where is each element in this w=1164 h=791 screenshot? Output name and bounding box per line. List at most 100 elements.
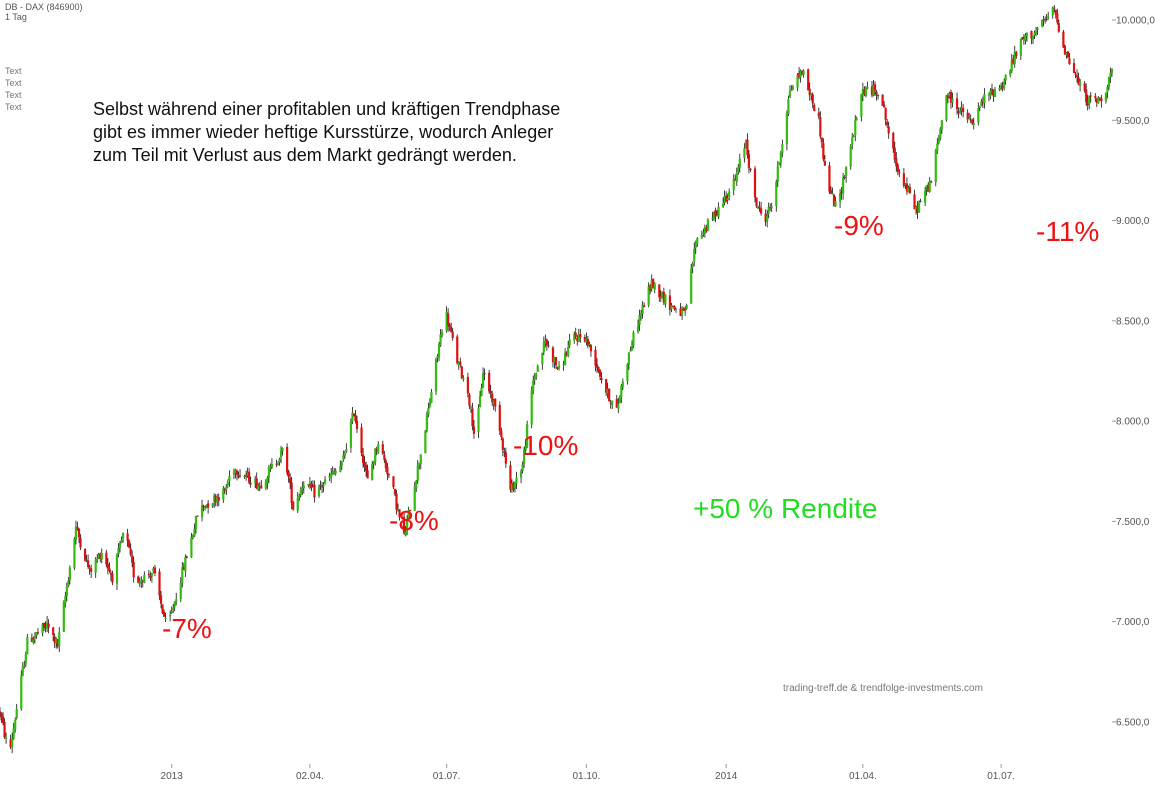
candle-up — [11, 738, 14, 748]
candle-up — [150, 573, 154, 577]
candle-down — [755, 197, 758, 207]
candle-down — [1021, 37, 1024, 39]
candle-down — [128, 540, 131, 548]
candle-down — [679, 308, 682, 316]
candle-down — [556, 366, 559, 370]
candle-down — [509, 465, 512, 490]
candle-up — [513, 481, 517, 489]
candle-up — [169, 614, 172, 617]
candle-down — [927, 184, 930, 192]
candle-down — [705, 227, 708, 231]
candle-up — [191, 534, 195, 539]
legend-item: Text — [5, 78, 22, 88]
candle-up — [140, 580, 143, 583]
candle-down — [0, 713, 3, 718]
candle-up — [32, 639, 35, 643]
candle-down — [483, 373, 486, 375]
candle-up — [246, 472, 249, 476]
candle-up — [680, 307, 684, 315]
candle-up — [621, 381, 624, 388]
candle-up — [650, 279, 653, 290]
candle-up — [661, 292, 664, 299]
candle-up — [481, 373, 485, 388]
candle-up — [96, 558, 99, 560]
candle-up — [515, 477, 518, 484]
candle-up — [960, 107, 963, 111]
candle-up — [35, 632, 38, 636]
candle-up — [726, 198, 729, 200]
candle-up — [557, 365, 561, 369]
candle-up — [983, 94, 986, 104]
candle-up — [925, 185, 928, 190]
candle-down — [42, 622, 46, 627]
drawdown-label: -9% — [834, 210, 884, 241]
x-tick-label: 2014 — [715, 771, 738, 782]
legend-item: Text — [5, 66, 22, 76]
candle-up — [849, 146, 852, 167]
candle-up — [535, 373, 538, 378]
candle-down — [682, 308, 685, 311]
candle-down — [813, 104, 816, 112]
return-label: +50 % Rendite — [693, 493, 878, 524]
drawdown-label: -7% — [162, 613, 212, 644]
candle-down — [363, 462, 366, 467]
candle-up — [851, 137, 854, 145]
y-axis: 6.500,0 7.000,0 7.500,0 8.000,0 8.500,0 9.000… — [1112, 16, 1155, 728]
period-label: 1 Tag — [5, 12, 27, 22]
candle-up — [573, 334, 576, 341]
candle-up — [564, 352, 567, 365]
candle-up — [711, 218, 714, 220]
candle-up — [298, 495, 301, 498]
candle-down — [807, 69, 810, 91]
candle-up — [1022, 39, 1025, 41]
candle-up — [1051, 7, 1054, 16]
candle-up — [194, 516, 198, 529]
candle-up — [64, 596, 67, 604]
candle-down — [749, 168, 752, 171]
candle-up — [216, 497, 219, 503]
candle-down — [769, 206, 772, 209]
candle-down — [554, 357, 558, 366]
candle-down — [398, 509, 401, 517]
candle-down — [352, 413, 356, 416]
candle-down — [1083, 83, 1086, 91]
candle-up — [756, 207, 760, 209]
candle-up — [674, 308, 678, 310]
candle-up — [854, 119, 857, 136]
candle-up — [907, 187, 910, 193]
candle-up — [138, 580, 141, 584]
candle-down — [36, 632, 40, 634]
candle-down — [459, 361, 462, 365]
candle-down — [608, 388, 611, 402]
candle-down — [820, 137, 823, 143]
candle-down — [966, 112, 969, 120]
instrument-title: DB - DAX (846900) — [5, 2, 83, 12]
candle-down — [512, 482, 515, 490]
candle-up — [945, 95, 948, 120]
candle-down — [1015, 52, 1018, 57]
candle-up — [14, 719, 17, 730]
candle-down — [310, 483, 313, 488]
candle-up — [544, 340, 547, 344]
candle-down — [244, 475, 248, 477]
candle-down — [214, 496, 217, 503]
candle-up — [68, 567, 71, 581]
candle-down — [1042, 19, 1045, 21]
candle-down — [574, 332, 577, 337]
candle-up — [958, 110, 962, 113]
candle-down — [962, 108, 965, 112]
candle-down — [109, 572, 112, 575]
candle-up — [778, 162, 781, 166]
candle-up — [670, 305, 673, 310]
candle-down — [106, 563, 109, 569]
candle-up — [345, 449, 348, 452]
candle-up — [330, 473, 333, 478]
candle-down — [468, 394, 471, 406]
candle-up — [377, 444, 380, 453]
y-tick-label: 7.500,0 — [1116, 517, 1150, 528]
y-tick-label: 10.000,0 — [1116, 16, 1155, 27]
candle-down — [1001, 86, 1004, 89]
candle-down — [658, 284, 661, 298]
candle-up — [939, 128, 942, 139]
